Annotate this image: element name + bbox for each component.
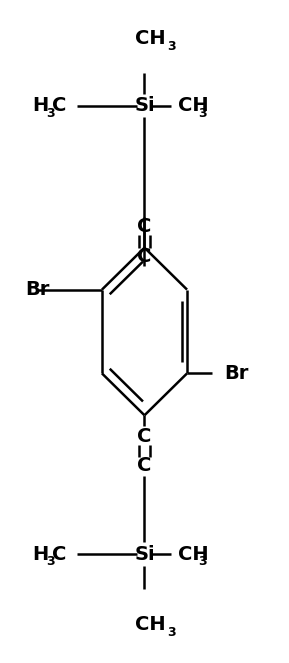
Text: 3: 3 (168, 626, 176, 639)
Text: 3: 3 (168, 40, 176, 53)
Text: Br: Br (25, 280, 50, 299)
Text: C: C (137, 247, 152, 266)
Text: H: H (32, 96, 49, 115)
Text: 3: 3 (46, 556, 54, 568)
Text: Si: Si (134, 96, 155, 115)
Text: Br: Br (225, 364, 249, 383)
Text: C: C (137, 456, 152, 475)
Text: CH: CH (135, 29, 165, 48)
Text: 3: 3 (46, 107, 54, 120)
Text: Si: Si (134, 544, 155, 564)
Text: CH: CH (135, 615, 165, 634)
Text: C: C (137, 427, 152, 446)
Text: CH: CH (178, 96, 209, 115)
Text: CH: CH (178, 544, 209, 564)
Text: 3: 3 (198, 107, 207, 120)
Text: C: C (52, 96, 67, 115)
Text: C: C (52, 544, 67, 564)
Text: C: C (137, 217, 152, 236)
Text: 3: 3 (198, 556, 207, 568)
Text: H: H (32, 544, 49, 564)
